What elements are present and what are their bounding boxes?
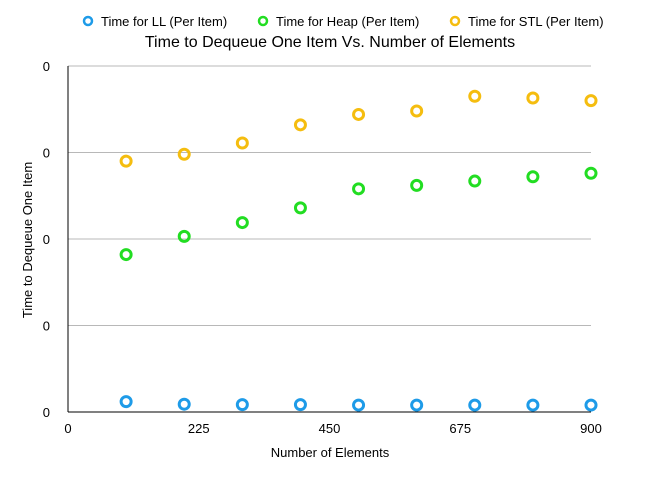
- data-point: [177, 397, 191, 411]
- y-tick-label: 0: [43, 146, 50, 161]
- data-point: [293, 201, 307, 215]
- gridlines: [68, 65, 591, 326]
- legend-label: Time for Heap (Per Item): [276, 14, 419, 29]
- data-point: [526, 91, 540, 105]
- legend-item: Time for STL (Per Item): [449, 14, 604, 29]
- data-point: [526, 170, 540, 184]
- data-point: [526, 398, 540, 412]
- data-point: [352, 107, 366, 121]
- x-tick-label: 900: [580, 421, 602, 436]
- x-tick-labels: 0 225 450 675 900: [64, 421, 601, 436]
- data-point: [119, 395, 133, 409]
- data-point: [293, 398, 307, 412]
- y-tick-label: 0: [43, 59, 50, 74]
- data-point: [352, 182, 366, 196]
- data-point: [410, 398, 424, 412]
- legend-marker: [82, 15, 94, 27]
- data-point: [293, 118, 307, 132]
- data-point: [119, 154, 133, 168]
- legend-label: Time for LL (Per Item): [101, 14, 227, 29]
- x-axis-label: Number of Elements: [271, 445, 390, 460]
- data-point: [468, 398, 482, 412]
- x-tick-label: 450: [319, 421, 341, 436]
- y-tick-labels: 0 0 0 0 0: [43, 59, 50, 420]
- data-point: [468, 89, 482, 103]
- data-point: [235, 216, 249, 230]
- chart-title: Time to Dequeue One Item Vs. Number of E…: [145, 34, 515, 51]
- legend-marker: [257, 15, 269, 27]
- data-point: [119, 248, 133, 262]
- y-tick-label: 0: [43, 405, 50, 420]
- data-point: [235, 398, 249, 412]
- x-tick-label: 0: [64, 421, 71, 436]
- legend-item: Time for Heap (Per Item): [257, 14, 419, 29]
- data-point: [177, 147, 191, 161]
- axes: [67, 66, 591, 413]
- data-points: [119, 89, 598, 412]
- data-point: [177, 229, 191, 243]
- y-tick-label: 0: [43, 319, 50, 334]
- data-point: [468, 174, 482, 188]
- data-point: [352, 398, 366, 412]
- data-point: [584, 398, 598, 412]
- data-point: [410, 104, 424, 118]
- data-point: [584, 94, 598, 108]
- y-tick-label: 0: [43, 232, 50, 247]
- legend-label: Time for STL (Per Item): [468, 14, 604, 29]
- data-point: [584, 166, 598, 180]
- x-tick-label: 225: [188, 421, 210, 436]
- legend: Time for LL (Per Item) Time for Heap (Per…: [82, 14, 604, 29]
- legend-item: Time for LL (Per Item): [82, 14, 227, 29]
- legend-marker: [449, 15, 461, 27]
- x-tick-label: 675: [449, 421, 471, 436]
- y-axis-label: Time to Dequeue One Item: [20, 162, 35, 318]
- data-point: [235, 136, 249, 150]
- data-point: [410, 178, 424, 192]
